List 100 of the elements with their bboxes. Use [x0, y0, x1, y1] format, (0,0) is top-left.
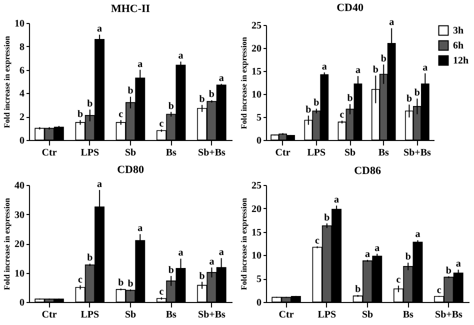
y-tick-label: 20 — [252, 204, 262, 215]
y-tick-label: 0 — [256, 298, 262, 308]
x-tick-label: LPS — [80, 148, 100, 158]
data-label: b — [347, 93, 354, 104]
data-label: a — [365, 248, 370, 260]
x-tick-label: Bs — [402, 310, 414, 320]
data-label: b — [87, 252, 94, 264]
y-tick-label: 0 — [20, 298, 24, 308]
y-tick-label: 0 — [256, 136, 262, 146]
x-tick-label: Ctr — [278, 310, 294, 320]
x-tick-label: Sb — [344, 148, 356, 158]
x-tick-label: Bs — [166, 148, 176, 158]
data-label: a — [389, 17, 394, 28]
data-label: a — [138, 223, 143, 234]
data-label: a — [374, 242, 380, 254]
x-tick-label: Sb — [362, 310, 374, 320]
data-label: a — [97, 178, 102, 190]
y-tick-label: 25 — [252, 180, 262, 192]
data-label: b — [314, 98, 320, 109]
data-label: c — [159, 286, 164, 298]
legend-label: 12h — [453, 56, 469, 66]
data-label: a — [218, 72, 224, 84]
data-label: a — [456, 258, 461, 270]
y-axis-title: Fold increase in expression — [240, 36, 248, 129]
data-label: b — [372, 64, 379, 76]
chart-title: CD40 — [336, 2, 364, 14]
x-tick-label: LPS — [318, 310, 337, 320]
y-tick-label: 10 — [252, 90, 262, 100]
y-tick-label: 20 — [14, 239, 24, 250]
data-label: b — [306, 104, 312, 116]
chart-title: CD80 — [117, 164, 144, 176]
y-tick-label: 5 — [256, 274, 262, 286]
data-label: a — [334, 194, 340, 206]
legend-label: 6h — [453, 40, 464, 52]
data-label: b — [168, 100, 174, 112]
data-label: b — [168, 264, 174, 276]
y-axis-title: Fold increase in expression — [2, 35, 12, 128]
x-tick-label: Ctr — [42, 310, 58, 320]
data-label: b — [414, 88, 420, 99]
y-tick-label: 30 — [14, 210, 24, 221]
y-tick-label: 20 — [252, 44, 262, 54]
y-tick-label: 4 — [20, 88, 24, 100]
x-tick-label: Bs — [378, 148, 389, 158]
y-tick-label: 10 — [14, 18, 24, 30]
data-label: a — [422, 62, 428, 74]
data-label: b — [87, 98, 94, 110]
data-label: b — [199, 270, 206, 282]
y-tick-label: 6 — [20, 65, 24, 76]
data-label: b — [406, 94, 412, 105]
data-label: b — [380, 54, 387, 65]
data-label: a — [178, 248, 184, 259]
y-tick-label: 15 — [252, 227, 262, 238]
x-tick-label: Sb+Bs — [198, 310, 226, 320]
y-tick-label: 25 — [252, 20, 262, 32]
y-tick-label: 40 — [14, 180, 24, 192]
x-tick-label: Sb+Bs — [404, 148, 431, 158]
x-tick-label: Sb — [124, 148, 136, 158]
data-label: c — [118, 109, 124, 120]
data-label: b — [128, 86, 134, 97]
data-label: c — [315, 235, 320, 246]
data-label: a — [209, 256, 214, 268]
legend-label: 3h — [453, 26, 464, 36]
y-tick-label: 15 — [252, 66, 262, 78]
chart-title: CD86 — [354, 165, 382, 177]
data-label: c — [340, 110, 345, 121]
x-tick-label: Bs — [166, 310, 176, 320]
data-label: a — [415, 229, 420, 240]
data-label: c — [159, 118, 164, 130]
data-label: b — [355, 284, 362, 295]
x-tick-label: Sb — [124, 310, 136, 320]
y-tick-label: 0 — [20, 136, 24, 146]
data-label: b — [208, 89, 215, 100]
data-label: b — [77, 109, 84, 120]
y-tick-label: 10 — [252, 250, 262, 262]
data-label: c — [78, 274, 84, 286]
chart-title: MHC-II — [110, 3, 150, 15]
y-axis-title: Fold increase in expression — [2, 197, 12, 290]
y-tick-label: 8 — [20, 42, 24, 53]
y-axis-title: Fold increase in expression — [240, 197, 248, 290]
y-tick-label: 2 — [20, 112, 24, 124]
data-label: c — [396, 274, 402, 286]
data-label: a — [138, 58, 143, 70]
x-tick-label: Sb+Bs — [198, 148, 226, 158]
data-label: b — [446, 265, 452, 276]
data-label: b — [128, 278, 134, 290]
x-tick-label: LPS — [80, 310, 100, 320]
data-label: b — [199, 94, 206, 105]
data-label: c — [436, 284, 442, 296]
data-label: a — [322, 61, 327, 72]
data-label: b — [118, 278, 124, 289]
x-tick-label: Ctr — [275, 148, 291, 158]
data-label: a — [218, 247, 224, 258]
x-tick-label: Sb+Bs — [435, 310, 462, 320]
x-tick-label: LPS — [307, 148, 326, 158]
y-tick-label: 5 — [256, 112, 262, 124]
data-label: a — [97, 24, 102, 35]
data-label: a — [178, 50, 184, 62]
data-label: b — [324, 212, 330, 224]
data-label: b — [405, 252, 412, 263]
data-label: a — [355, 65, 360, 76]
